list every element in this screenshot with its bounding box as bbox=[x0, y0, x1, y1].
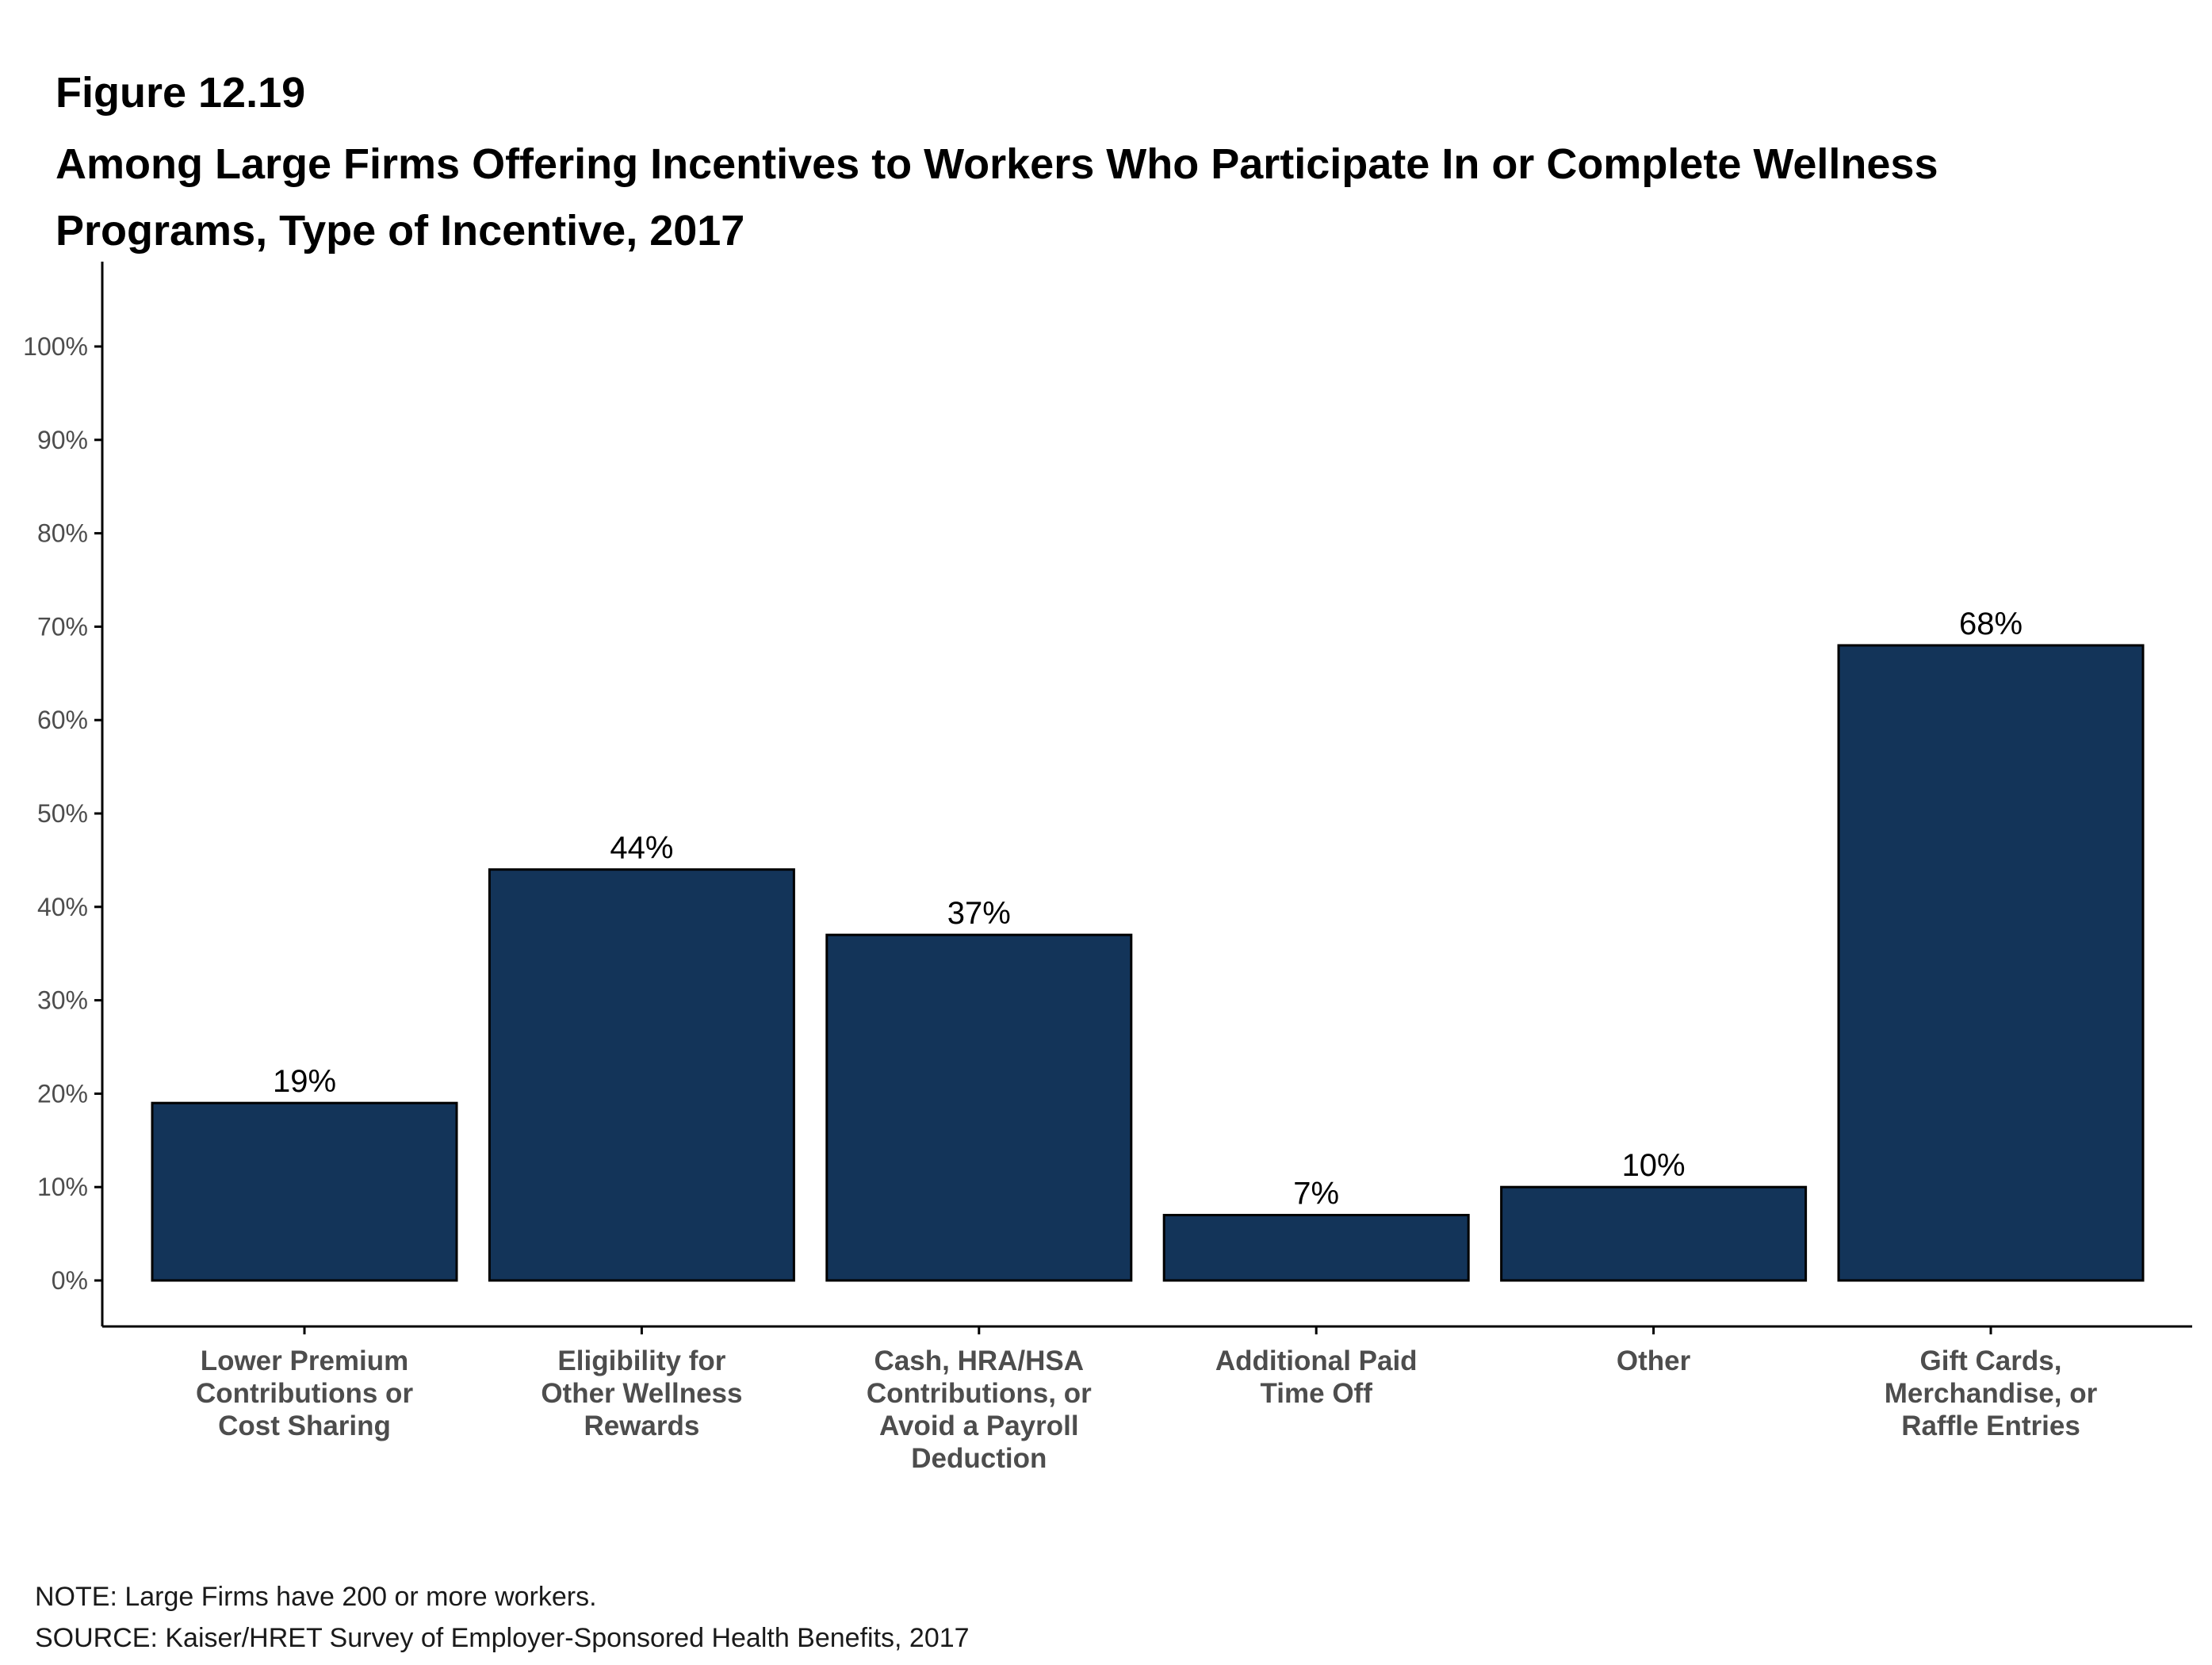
y-tick-label: 20% bbox=[37, 1079, 88, 1108]
data-label: 19% bbox=[273, 1064, 336, 1099]
bar bbox=[1162, 1214, 1470, 1282]
bar-chart: 0% 10% 20% 30% 40% 50% 60% 70% 80% 90% 100% 19% 44%… bbox=[23, 262, 2192, 1474]
bar bbox=[1837, 644, 2145, 1282]
y-tick-label: 50% bbox=[37, 799, 88, 828]
y-tick-label: 30% bbox=[37, 986, 88, 1015]
figure-number: Figure 12.19 bbox=[55, 69, 306, 117]
bar bbox=[825, 933, 1133, 1282]
y-tick-label: 90% bbox=[37, 426, 88, 454]
bar bbox=[488, 868, 795, 1282]
data-labels: 19% 44% 37% 7% 10% 68% bbox=[273, 607, 2023, 1211]
category-label: Other bbox=[1617, 1345, 1691, 1376]
category-labels: Lower Premium Contributions or Cost Sharin… bbox=[196, 1345, 2098, 1474]
y-tick-label: 80% bbox=[37, 519, 88, 548]
data-label: 37% bbox=[947, 896, 1011, 931]
y-tick-label: 60% bbox=[37, 706, 88, 734]
data-label: 68% bbox=[1959, 607, 2023, 641]
bars bbox=[151, 644, 2145, 1282]
chart-title: Among Large Firms Offering Incentives to… bbox=[55, 140, 1938, 255]
y-axis: 0% 10% 20% 30% 40% 50% 60% 70% 80% 90% 100% bbox=[23, 262, 104, 1326]
chart-source: SOURCE: Kaiser/HRET Survey of Employer-S… bbox=[35, 1623, 970, 1653]
data-label: 10% bbox=[1622, 1148, 1686, 1183]
bar bbox=[151, 1101, 458, 1282]
y-tick-label: 10% bbox=[37, 1173, 88, 1201]
y-tick-label: 0% bbox=[52, 1266, 88, 1295]
category-label: Eligibility for Other Wellness Rewards bbox=[541, 1345, 742, 1441]
x-axis bbox=[102, 1325, 2192, 1334]
category-label: Lower Premium Contributions or Cost Sharin… bbox=[196, 1345, 414, 1441]
category-label: Additional Paid Time Off bbox=[1215, 1345, 1418, 1409]
chart-note: NOTE: Large Firms have 200 or more worke… bbox=[35, 1582, 597, 1612]
y-tick-label: 40% bbox=[37, 893, 88, 921]
y-tick-label: 70% bbox=[37, 612, 88, 641]
data-label: 7% bbox=[1293, 1177, 1339, 1211]
data-label: 44% bbox=[610, 831, 673, 866]
bar bbox=[1500, 1185, 1808, 1282]
category-label: Gift Cards, Merchandise, or Raffle Entries bbox=[1885, 1345, 2098, 1441]
category-label: Cash, HRA/HSA Contributions, or Avoid a Pa… bbox=[867, 1345, 1092, 1474]
y-tick-label: 100% bbox=[23, 332, 88, 361]
